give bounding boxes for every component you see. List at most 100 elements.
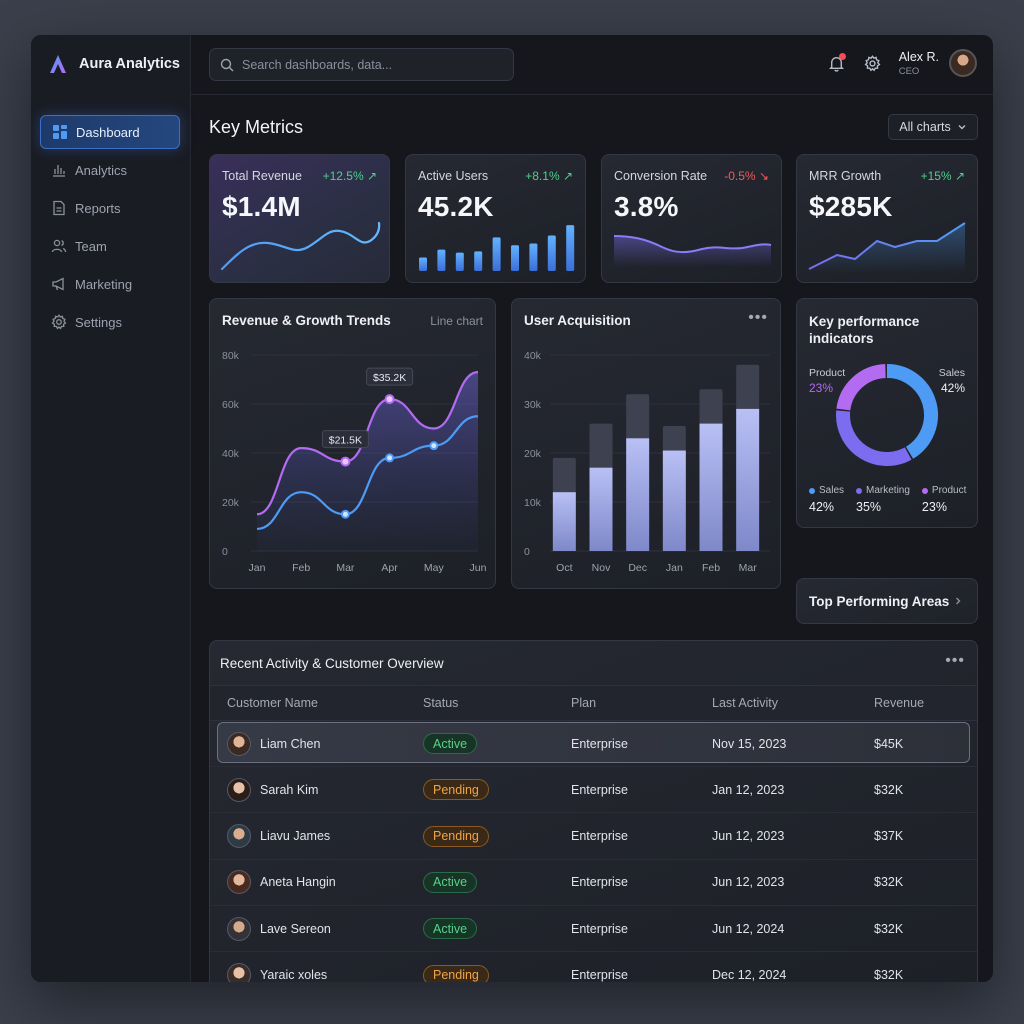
kpi-label: MRR Growth [809,169,882,183]
kpi-value: 3.8% [614,191,679,222]
kpi-card-mrr-growth[interactable]: MRR Growth +15% ↗ $285K [796,154,978,283]
sidebar-nav: Dashboard Analytics Reports Team Marketi… [40,115,180,343]
settings-button[interactable] [863,53,883,73]
user-acquisition-bar-chart: 0 10k 20k 30k 40k Oct Nov Dec Jan Feb Mar [524,350,770,574]
status-cell: Pending [423,767,489,812]
sidebar-item-dashboard[interactable]: Dashboard [40,115,180,149]
legend-item-product: Product 23% [921,485,967,514]
status-badge: Pending [423,964,489,982]
status-badge: Active [423,733,478,754]
x-tick-label: Apr [381,562,398,574]
kpi-value: $285K [809,191,893,222]
conversion-sparkline [613,235,772,267]
brand[interactable]: Aura Analytics [47,53,180,75]
sidebar-item-label: Team [75,238,107,254]
active-users-bar [419,257,427,271]
card-title: User Acquisition [524,313,631,328]
user-menu[interactable]: Alex R. CEO [899,49,977,77]
active-users-bar [437,249,446,271]
x-tick-label: Feb [702,562,720,574]
donut-pct-product: 23% [809,381,834,395]
customer-name: Liavu James [260,829,331,844]
y-tick-label: 30k [524,399,542,411]
stacked-bar-bottom [699,423,723,551]
stacked-bar-bottom [736,408,760,551]
donut-pct-sales: 42% [940,381,965,395]
table-row[interactable]: Aneta Hangin Active Enterprise Jun 12, 2023… [210,860,977,906]
sidebar-item-team[interactable]: Team [40,229,180,263]
kpi-donut-card: Key performance indicators Product 23% S… [796,298,978,528]
legend-item-marketing: Marketing 35% [856,485,910,514]
legend-name: Marketing [866,485,910,496]
bar-chart-icon [53,165,65,177]
last-activity-cell: Nov 15, 2023 [712,736,787,751]
table-row[interactable]: Liam Chen Active Enterprise Nov 15, 2023 $45… [210,721,977,767]
kpi-value: $1.4M [222,191,301,222]
card-title-line1: Key performance [809,314,920,329]
table-row[interactable]: Yaraic xoles Pending Enterprise Dec 12, 202… [210,953,977,982]
donut-slice-sales [886,364,938,459]
table-row[interactable]: Lave Sereon Active Enterprise Jun 12, 2024 $… [210,906,977,953]
topbar: Alex R. CEO [191,35,993,95]
plan-cell: Enterprise [571,921,628,936]
legend-pct: 23% [921,500,947,514]
table-title: Recent Activity & Customer Overview [220,656,444,671]
y-tick-label: 0 [524,546,530,558]
table-row[interactable]: Sarah Kim Pending Enterprise Jan 12, 2023 $3… [210,767,977,814]
data-point [340,509,350,519]
document-icon [53,200,65,216]
stacked-bar-bottom [662,450,686,551]
top-performing-areas-button[interactable]: Top Performing Areas [796,578,978,624]
kpi-card-active-users[interactable]: Active Users +8.1% ↗ 45.2K [405,154,586,283]
column-header-revenue[interactable]: Revenue [874,696,925,710]
kpi-card-total-revenue[interactable]: Total Revenue +12.5% ↗ $1.4M [209,154,390,283]
donut-slice-marketing [836,410,912,466]
legend-pct: 35% [856,500,882,514]
card-title: Revenue & Growth Trends [222,313,391,328]
status-cell: Active [423,906,478,951]
status-badge: Active [423,918,478,940]
user-role: CEO [898,65,920,77]
legend-name: Product [931,485,967,496]
more-options-icon[interactable]: ••• [945,652,965,669]
table-row[interactable]: Liavu James Pending Enterprise Jun 12, 2023… [210,814,977,860]
legend-dot [809,487,815,494]
sidebar-item-marketing[interactable]: Marketing [40,267,180,301]
active-users-bar [529,243,538,271]
page-title: Key Metrics [209,117,304,137]
column-header-last-activity[interactable]: Last Activity [712,696,778,710]
data-label-box [321,430,369,449]
sidebar-item-analytics[interactable]: Analytics [40,153,180,187]
customer-name: Liam Chen [260,736,321,751]
stacked-bar-top [626,394,650,441]
data-label-box [366,367,414,386]
column-header-customer[interactable]: Customer Name [227,696,318,710]
column-header-status[interactable]: Status [423,696,459,710]
series-line-purple [256,371,479,516]
chart-filter-label: All charts [899,120,951,134]
gear-icon [864,54,881,71]
more-options-icon[interactable]: ••• [748,309,768,326]
x-tick-label: Oct [556,562,572,574]
notifications-button[interactable] [827,53,847,73]
donut-label-sales: Sales [938,367,965,379]
avatar[interactable] [949,49,977,77]
search-box[interactable] [209,48,514,81]
dashboard-icon [53,125,67,139]
plan-cell: Enterprise [571,782,628,797]
customer-overview-table: Recent Activity & Customer Overview ••• … [209,640,978,982]
kpi-card-conversion-rate[interactable]: Conversion Rate -0.5% ↘ 3.8% [601,154,782,283]
y-tick-label: 80k [222,350,240,362]
sidebar-item-reports[interactable]: Reports [40,191,180,225]
sidebar-item-settings[interactable]: Settings [40,305,180,339]
stacked-bar-top [589,423,613,470]
plan-cell: Enterprise [571,875,628,890]
status-cell: Pending [423,953,489,982]
chart-filter-dropdown[interactable]: All charts [888,114,978,140]
column-header-plan[interactable]: Plan [571,696,597,710]
search-input[interactable] [242,57,492,72]
y-tick-label: 40k [524,350,542,362]
revenue-cell: $45K [874,736,904,751]
kpi-label: Active Users [418,169,489,183]
kpi-delta: +12.5% ↗ [322,169,377,183]
